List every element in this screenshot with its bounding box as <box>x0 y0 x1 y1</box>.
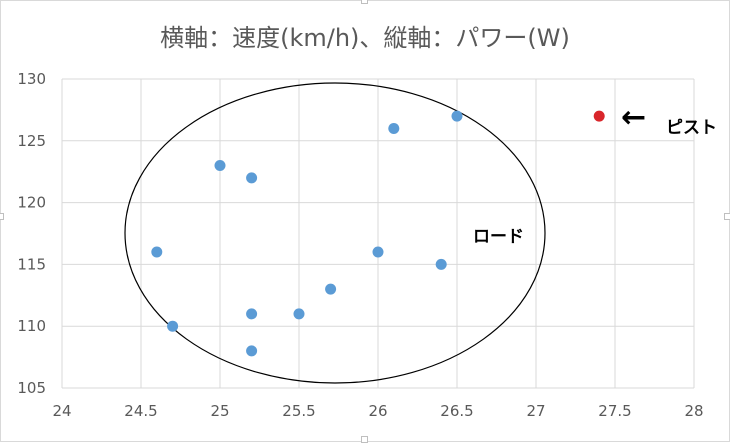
x-tick-label: 25.5 <box>282 402 315 420</box>
x-tick-label: 28 <box>684 402 703 420</box>
road-data-point[interactable] <box>151 246 163 258</box>
y-tick-label: 115 <box>17 255 46 273</box>
y-tick-label: 125 <box>17 132 46 150</box>
resize-handle-left[interactable] <box>0 213 4 220</box>
chart-title: 横軸：速度(km/h)、縦軸：パワー(W) <box>160 24 570 52</box>
y-tick-label: 105 <box>17 379 46 397</box>
y-tick-label: 110 <box>17 317 46 335</box>
road-data-point[interactable] <box>451 110 463 122</box>
road-data-point[interactable] <box>167 320 179 332</box>
x-tick-label: 26.5 <box>440 402 473 420</box>
y-tick-label: 120 <box>17 194 46 212</box>
pist-label: ピスト <box>666 118 717 138</box>
road-data-point[interactable] <box>214 160 226 172</box>
road-data-point[interactable] <box>246 308 258 320</box>
x-tick-label: 24 <box>52 402 71 420</box>
road-group-ellipse <box>124 82 546 384</box>
x-tick-label: 27 <box>526 402 545 420</box>
x-tick-label: 25 <box>210 402 229 420</box>
road-data-point[interactable] <box>388 122 400 134</box>
pist-data-point[interactable] <box>593 110 605 122</box>
road-label: ロード <box>473 227 524 247</box>
x-tick-label: 27.5 <box>598 402 631 420</box>
arrow-left-icon: ← <box>621 100 646 135</box>
road-data-point[interactable] <box>293 308 305 320</box>
road-data-point[interactable] <box>372 246 384 258</box>
road-data-point[interactable] <box>246 172 258 184</box>
road-data-point[interactable] <box>325 283 337 295</box>
road-data-point[interactable] <box>435 258 447 270</box>
resize-handle-top[interactable] <box>361 0 368 4</box>
resize-handle-right[interactable] <box>724 213 730 220</box>
x-tick-label: 26 <box>368 402 387 420</box>
road-data-point[interactable] <box>246 345 258 357</box>
x-tick-label: 24.5 <box>124 402 157 420</box>
y-tick-label: 130 <box>17 70 46 88</box>
